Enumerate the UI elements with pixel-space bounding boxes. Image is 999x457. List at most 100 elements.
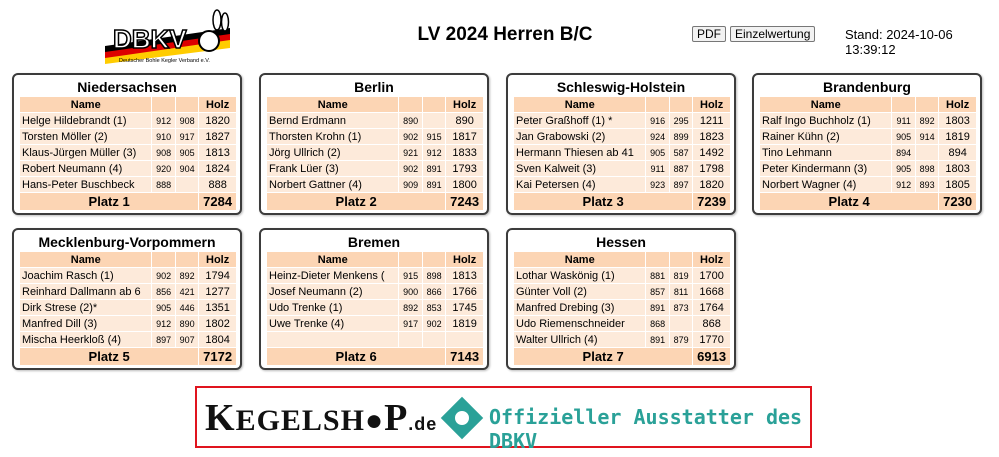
score-1: 868	[646, 316, 669, 331]
table-row: Udo Riemenschneider 868 868	[514, 316, 730, 331]
table-row: Walter Ullrich (4) 891 879 1770	[514, 332, 730, 347]
score-2	[669, 316, 693, 331]
score-1: 891	[646, 332, 669, 347]
holz-total: 1820	[693, 177, 730, 192]
player-name: Mischa Heerkloß (4)	[20, 332, 152, 347]
score-2: 907	[175, 332, 199, 347]
player-name: Uwe Trenke (4)	[267, 316, 399, 331]
player-name: Manfred Dill (3)	[20, 316, 152, 331]
score-2: 879	[669, 332, 693, 347]
holz-total: 1793	[446, 161, 483, 176]
player-name: Rainer Kühn (2)	[760, 129, 892, 144]
score-2: 898	[915, 161, 939, 176]
table-row: Sven Kalweit (3) 911 887 1798	[514, 161, 730, 176]
score-2: 893	[915, 177, 939, 192]
holz-total: 1805	[939, 177, 976, 192]
holz-total: 1798	[693, 161, 730, 176]
table-row: Günter Voll (2) 857 811 1668	[514, 284, 730, 299]
score-2	[422, 113, 446, 128]
table-header: Name Holz	[267, 97, 483, 112]
name-column-header: Name	[514, 97, 646, 112]
player-name: Kai Petersen (4)	[514, 177, 646, 192]
score-2: 587	[669, 145, 693, 160]
holz-total: 1211	[693, 113, 730, 128]
score-1: 905	[152, 300, 175, 315]
name-column-header: Name	[20, 97, 152, 112]
einzelwertung-button[interactable]: Einzelwertung	[730, 26, 816, 42]
player-name: Jörg Ullrich (2)	[267, 145, 399, 160]
table-row: Frank Lüer (3) 902 891 1793	[267, 161, 483, 176]
score-1: 916	[646, 113, 669, 128]
score-1: 892	[399, 300, 422, 315]
holz-total: 1766	[446, 284, 483, 299]
score-2: 891	[422, 161, 446, 176]
player-name: Sven Kalweit (3)	[514, 161, 646, 176]
holz-column-header: Holz	[693, 97, 730, 112]
team-total: 7143	[446, 348, 483, 365]
holz-total: 1817	[446, 129, 483, 144]
table-row: Peter Graßhoff (1) * 916 295 1211	[514, 113, 730, 128]
table-row: Manfred Dill (3) 912 890 1802	[20, 316, 236, 331]
name-column-header: Name	[760, 97, 892, 112]
table-row: Rainer Kühn (2) 905 914 1819	[760, 129, 976, 144]
team-footer: Platz 7 6913	[514, 348, 730, 365]
holz-total: 1745	[446, 300, 483, 315]
table-row: Udo Trenke (1) 892 853 1745	[267, 300, 483, 315]
platz-label: Platz 2	[267, 193, 446, 210]
kegelshop-logo: KEGELSH●P.de	[205, 397, 438, 439]
holz-total: 1803	[939, 161, 976, 176]
score-2: 892	[175, 268, 199, 283]
holz-total: 1803	[939, 113, 976, 128]
table-row: Jan Grabowski (2) 924 899 1823	[514, 129, 730, 144]
team-name: Mecklenburg-Vorpommern	[38, 234, 216, 250]
table-row: Jörg Ullrich (2) 921 912 1833	[267, 145, 483, 160]
platz-label: Platz 5	[20, 348, 199, 365]
team-total: 7239	[693, 193, 730, 210]
holz-total: 1827	[199, 129, 236, 144]
diamond-icon	[440, 396, 484, 440]
score-1: 912	[152, 316, 175, 331]
team-card: Hessen Name Holz Lothar Waskönig (1) 881 819 1…	[506, 228, 736, 370]
platz-label: Platz 4	[760, 193, 939, 210]
player-name: Norbert Wagner (4)	[760, 177, 892, 192]
table-row: Uwe Trenke (4) 917 902 1819	[267, 316, 483, 331]
pdf-button[interactable]: PDF	[692, 26, 726, 42]
score-2: 887	[669, 161, 693, 176]
score-1: 902	[399, 161, 422, 176]
holz-total: 1819	[446, 316, 483, 331]
table-row: Manfred Drebing (3) 891 873 1764	[514, 300, 730, 315]
table-row: Josef Neumann (2) 900 866 1766	[267, 284, 483, 299]
name-column-header: Name	[267, 252, 399, 267]
team-table: Name Holz Bernd Erdmann 890 890 Thorsten Kroh…	[266, 96, 484, 211]
score-1: 905	[646, 145, 669, 160]
table-row: Lothar Waskönig (1) 881 819 1700	[514, 268, 730, 283]
holz-total: 1804	[199, 332, 236, 347]
score-1: 905	[892, 161, 915, 176]
team-footer: Platz 6 7143	[267, 348, 483, 365]
player-name: Jan Grabowski (2)	[514, 129, 646, 144]
score-2: 295	[669, 113, 693, 128]
score-2	[422, 332, 446, 347]
score-1: 902	[152, 268, 175, 283]
table-row: Tino Lehmann 894 894	[760, 145, 976, 160]
score-2: 912	[422, 145, 446, 160]
holz-total: 1819	[939, 129, 976, 144]
player-name: Reinhard Dallmann ab 6	[20, 284, 152, 299]
score-1: 908	[152, 145, 175, 160]
holz-column-header: Holz	[939, 97, 976, 112]
platz-label: Platz 6	[267, 348, 446, 365]
score-1: 857	[646, 284, 669, 299]
score-2: 914	[915, 129, 939, 144]
kegelshop-banner[interactable]: KEGELSH●P.de Offizieller Ausstatter des …	[195, 386, 812, 453]
table-row: Dirk Strese (2)* 905 446 1351	[20, 300, 236, 315]
player-name: Udo Riemenschneider	[514, 316, 646, 331]
team-card: Bremen Name Holz Heinz-Dieter Menkens (915 8…	[259, 228, 489, 370]
team-table: Name Holz Lothar Waskönig (1) 881 819 1700 Gün…	[513, 251, 731, 366]
player-name: Torsten Möller (2)	[20, 129, 152, 144]
holz-total	[446, 332, 483, 347]
score-2: 905	[175, 145, 199, 160]
player-name: Joachim Rasch (1)	[20, 268, 152, 283]
score-2	[915, 145, 939, 160]
team-card: Mecklenburg-Vorpommern Name Holz Joachim Ra…	[12, 228, 242, 370]
table-row: Peter Kindermann (3) 905 898 1803	[760, 161, 976, 176]
